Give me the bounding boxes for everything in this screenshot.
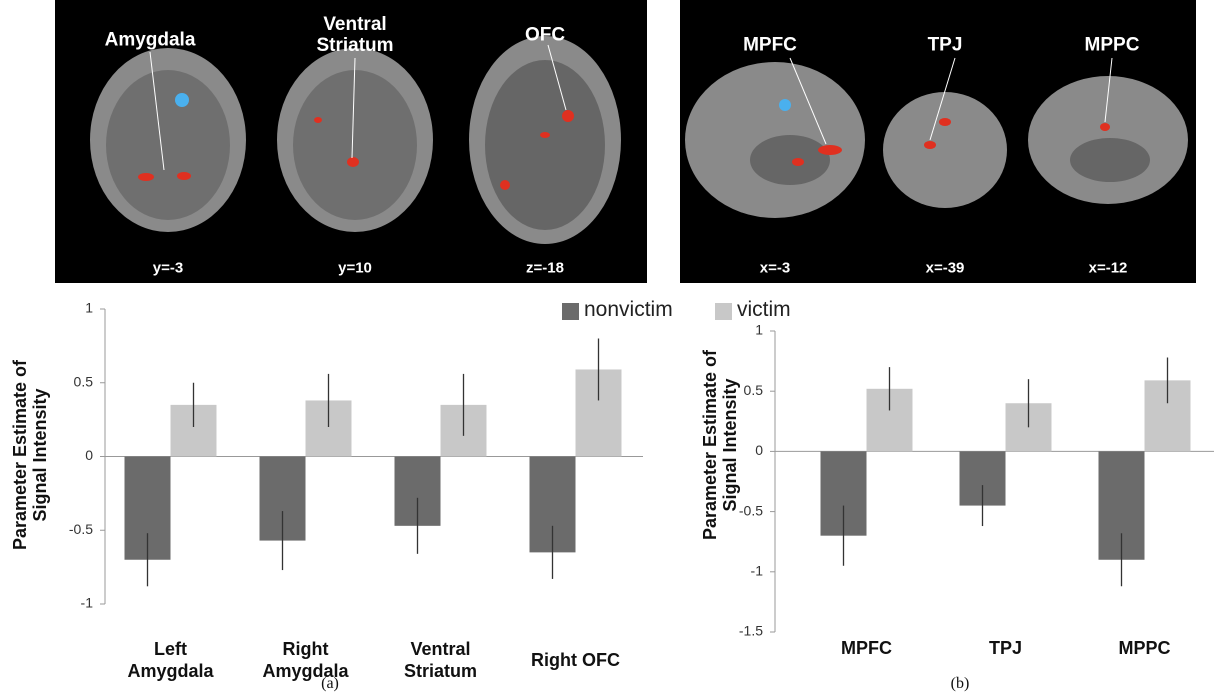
y-tick-label: 1 bbox=[85, 300, 93, 316]
x-tick-label: Ventral Striatum bbox=[395, 638, 487, 682]
slice-label: z=-18 bbox=[526, 260, 564, 277]
legend-swatch bbox=[562, 303, 579, 320]
x-tick-label: MPPC bbox=[1099, 637, 1191, 659]
chart: -1 -0.5 0 0.5 1 -1.5 -1 -0.5 0 0.5 1 bbox=[0, 0, 1217, 694]
x-tick-label: Left Amygdala bbox=[125, 638, 217, 682]
caption: (b) bbox=[951, 675, 970, 693]
slice-label: x=-12 bbox=[1089, 260, 1128, 277]
y-tick-label: 1 bbox=[755, 322, 763, 338]
y-tick-label: -0.5 bbox=[739, 502, 763, 518]
y-tick-label: -1.5 bbox=[739, 623, 763, 639]
region-label: Amygdala bbox=[90, 30, 210, 51]
legend-label: nonvictim bbox=[584, 298, 673, 322]
slice-label: y=-3 bbox=[153, 260, 183, 277]
y-tick-label: 0.5 bbox=[74, 373, 94, 389]
y-tick-label: 0 bbox=[85, 447, 93, 463]
y-axis-title: Parameter Estimate of Signal Intensity bbox=[700, 330, 740, 560]
figure: -1 -0.5 0 0.5 1 -1.5 -1 -0.5 0 0.5 1 Amygdala Ventr… bbox=[0, 0, 1217, 694]
slice-label: x=-3 bbox=[760, 260, 790, 277]
slice-label: x=-39 bbox=[926, 260, 965, 277]
y-tick-label: -0.5 bbox=[69, 521, 93, 537]
y-tick-label: -1 bbox=[81, 595, 94, 611]
x-tick-label: Right OFC bbox=[530, 649, 622, 671]
x-tick-label: MPFC bbox=[821, 637, 913, 659]
y-tick-label: 0 bbox=[755, 442, 763, 458]
region-label: OFC bbox=[505, 25, 585, 46]
x-tick-label: TPJ bbox=[960, 637, 1052, 659]
region-label: TPJ bbox=[905, 35, 985, 56]
region-label: MPFC bbox=[730, 35, 810, 56]
legend-label: victim bbox=[737, 298, 791, 322]
legend-swatch bbox=[715, 303, 732, 320]
y-tick-label: -1 bbox=[751, 563, 764, 579]
y-axis-title: Parameter Estimate of Signal Intensity bbox=[10, 340, 50, 570]
caption: (a) bbox=[321, 675, 339, 693]
region-label: Ventral Striatum bbox=[305, 14, 405, 56]
region-label: MPPC bbox=[1072, 35, 1152, 56]
slice-label: y=10 bbox=[338, 260, 372, 277]
y-tick-label: 0.5 bbox=[744, 382, 764, 398]
